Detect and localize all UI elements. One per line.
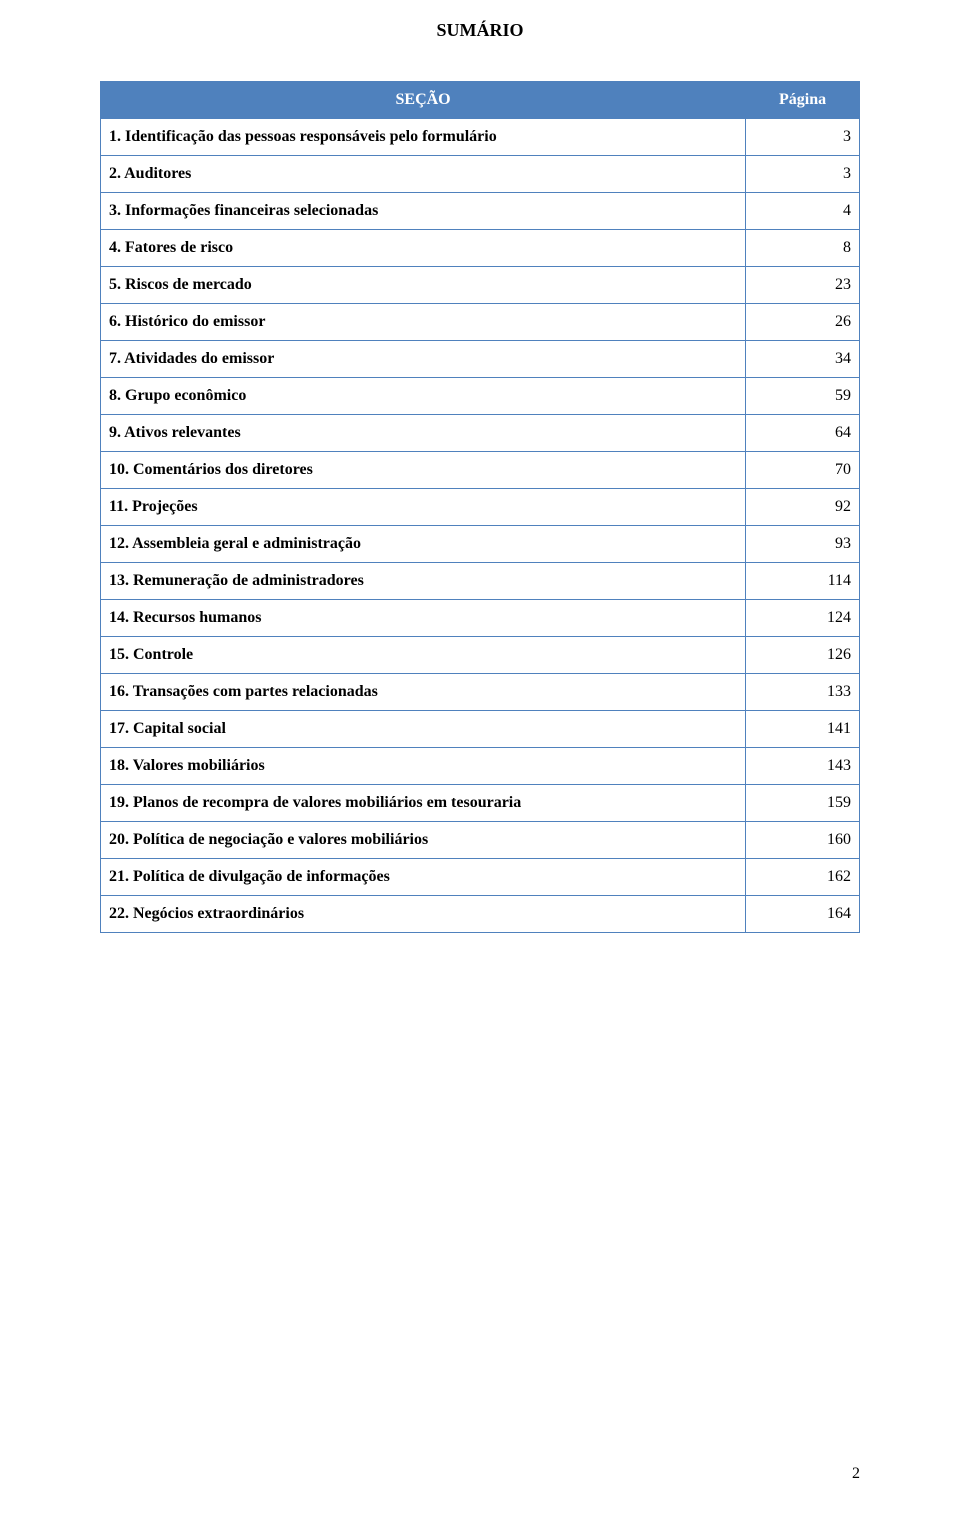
table-row: 7. Atividades do emissor34 — [101, 341, 860, 378]
table-row: 19. Planos de recompra de valores mobili… — [101, 785, 860, 822]
toc-page: 4 — [746, 193, 860, 230]
toc-page: 159 — [746, 785, 860, 822]
table-row: 5. Riscos de mercado23 — [101, 267, 860, 304]
table-row: 14. Recursos humanos124 — [101, 600, 860, 637]
toc-page: 124 — [746, 600, 860, 637]
toc-label: 20. Política de negociação e valores mob… — [101, 822, 746, 859]
toc-page: 160 — [746, 822, 860, 859]
table-row: 4. Fatores de risco8 — [101, 230, 860, 267]
toc-page: 126 — [746, 637, 860, 674]
toc-page: 3 — [746, 119, 860, 156]
toc-label: 16. Transações com partes relacionadas — [101, 674, 746, 711]
toc-page: 143 — [746, 748, 860, 785]
toc-page: 64 — [746, 415, 860, 452]
toc-label: 2. Auditores — [101, 156, 746, 193]
toc-page: 59 — [746, 378, 860, 415]
table-row: 17. Capital social141 — [101, 711, 860, 748]
toc-page: 26 — [746, 304, 860, 341]
table-header-row: SEÇÃO Página — [101, 82, 860, 119]
toc-page: 114 — [746, 563, 860, 600]
table-row: 1. Identificação das pessoas responsávei… — [101, 119, 860, 156]
toc-label: 19. Planos de recompra de valores mobili… — [101, 785, 746, 822]
toc-page: 70 — [746, 452, 860, 489]
toc-page: 34 — [746, 341, 860, 378]
table-row: 15. Controle126 — [101, 637, 860, 674]
table-row: 22. Negócios extraordinários164 — [101, 896, 860, 933]
toc-page: 23 — [746, 267, 860, 304]
toc-label: 6. Histórico do emissor — [101, 304, 746, 341]
toc-label: 7. Atividades do emissor — [101, 341, 746, 378]
col-header-pagina: Página — [746, 82, 860, 119]
toc-label: 10. Comentários dos diretores — [101, 452, 746, 489]
toc-label: 5. Riscos de mercado — [101, 267, 746, 304]
toc-label: 14. Recursos humanos — [101, 600, 746, 637]
table-row: 3. Informações financeiras selecionadas4 — [101, 193, 860, 230]
toc-label: 22. Negócios extraordinários — [101, 896, 746, 933]
toc-page: 141 — [746, 711, 860, 748]
page-number: 2 — [852, 1465, 860, 1483]
table-row: 9. Ativos relevantes64 — [101, 415, 860, 452]
table-row: 2. Auditores3 — [101, 156, 860, 193]
toc-label: 21. Política de divulgação de informaçõe… — [101, 859, 746, 896]
toc-page: 133 — [746, 674, 860, 711]
toc-label: 11. Projeções — [101, 489, 746, 526]
toc-label: 12. Assembleia geral e administração — [101, 526, 746, 563]
toc-label: 18. Valores mobiliários — [101, 748, 746, 785]
toc-label: 9. Ativos relevantes — [101, 415, 746, 452]
toc-label: 8. Grupo econômico — [101, 378, 746, 415]
toc-page: 162 — [746, 859, 860, 896]
toc-label: 15. Controle — [101, 637, 746, 674]
toc-label: 17. Capital social — [101, 711, 746, 748]
table-row: 6. Histórico do emissor26 — [101, 304, 860, 341]
toc-page: 93 — [746, 526, 860, 563]
table-row: 20. Política de negociação e valores mob… — [101, 822, 860, 859]
toc-page: 92 — [746, 489, 860, 526]
col-header-secao: SEÇÃO — [101, 82, 746, 119]
toc-page: 3 — [746, 156, 860, 193]
toc-page: 8 — [746, 230, 860, 267]
toc-page: 164 — [746, 896, 860, 933]
toc-label: 4. Fatores de risco — [101, 230, 746, 267]
table-row: 18. Valores mobiliários143 — [101, 748, 860, 785]
toc-label: 13. Remuneração de administradores — [101, 563, 746, 600]
table-row: 12. Assembleia geral e administração93 — [101, 526, 860, 563]
table-row: 16. Transações com partes relacionadas13… — [101, 674, 860, 711]
toc-table: SEÇÃO Página 1. Identificação das pessoa… — [100, 81, 860, 933]
toc-label: 1. Identificação das pessoas responsávei… — [101, 119, 746, 156]
table-row: 11. Projeções92 — [101, 489, 860, 526]
table-row: 8. Grupo econômico59 — [101, 378, 860, 415]
table-row: 21. Política de divulgação de informaçõe… — [101, 859, 860, 896]
table-row: 13. Remuneração de administradores114 — [101, 563, 860, 600]
page-title: SUMÁRIO — [100, 20, 860, 41]
toc-label: 3. Informações financeiras selecionadas — [101, 193, 746, 230]
table-row: 10. Comentários dos diretores70 — [101, 452, 860, 489]
